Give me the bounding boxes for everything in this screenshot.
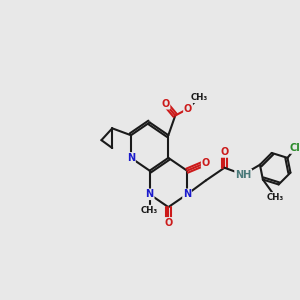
Text: O: O: [220, 147, 229, 157]
Text: CH₃: CH₃: [141, 206, 158, 214]
Text: N: N: [127, 153, 135, 163]
Text: NH: NH: [235, 169, 251, 180]
Text: N: N: [183, 189, 191, 199]
Text: O: O: [164, 218, 172, 228]
Text: O: O: [161, 99, 169, 109]
Text: O: O: [202, 158, 210, 168]
Text: CH₃: CH₃: [190, 93, 208, 102]
Text: CH₃: CH₃: [267, 193, 284, 202]
Text: N: N: [146, 189, 154, 199]
Text: O: O: [184, 103, 192, 114]
Text: Cl: Cl: [290, 143, 300, 153]
